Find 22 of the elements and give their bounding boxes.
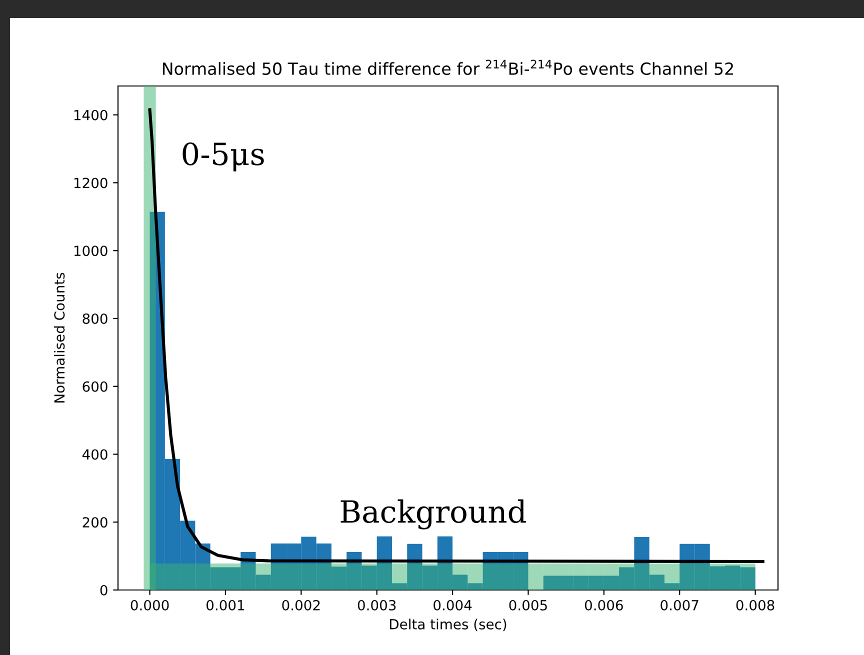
x-tick-label: 0.006	[584, 600, 623, 610]
y-tick-label: 1000	[74, 246, 108, 256]
annotation: 0-5μs	[182, 142, 264, 172]
y-tick-label: 400	[82, 449, 108, 460]
x-tick-label: 0.002	[282, 600, 320, 610]
x-axis-title: Delta times (sec)	[390, 618, 506, 632]
y-tick-label: 1200	[74, 178, 108, 188]
y-tick-label: 0	[100, 584, 108, 596]
chart-title: Normalised 50 Tau time difference for $^{214}$Bi-$^{214}$Po events Channel 52	[162, 60, 733, 75]
annotation: Background	[340, 499, 526, 530]
x-tick-label: 0.005	[509, 600, 547, 610]
x-tick-label: 0.007	[660, 600, 698, 610]
x-tick-label: 0.008	[736, 600, 774, 610]
x-tick-label: 0.003	[358, 600, 396, 610]
y-tick-label: 600	[82, 381, 108, 392]
y-tick-label: 1400	[74, 110, 108, 120]
y-tick-label: 800	[82, 313, 108, 324]
x-tick-label: 0.000	[130, 600, 169, 610]
x-tick-label: 0.004	[434, 600, 472, 610]
y-axis-title: Normalised Counts	[54, 272, 65, 402]
x-tick-label: 0.001	[206, 600, 244, 610]
y-tick-label: 200	[82, 517, 108, 528]
